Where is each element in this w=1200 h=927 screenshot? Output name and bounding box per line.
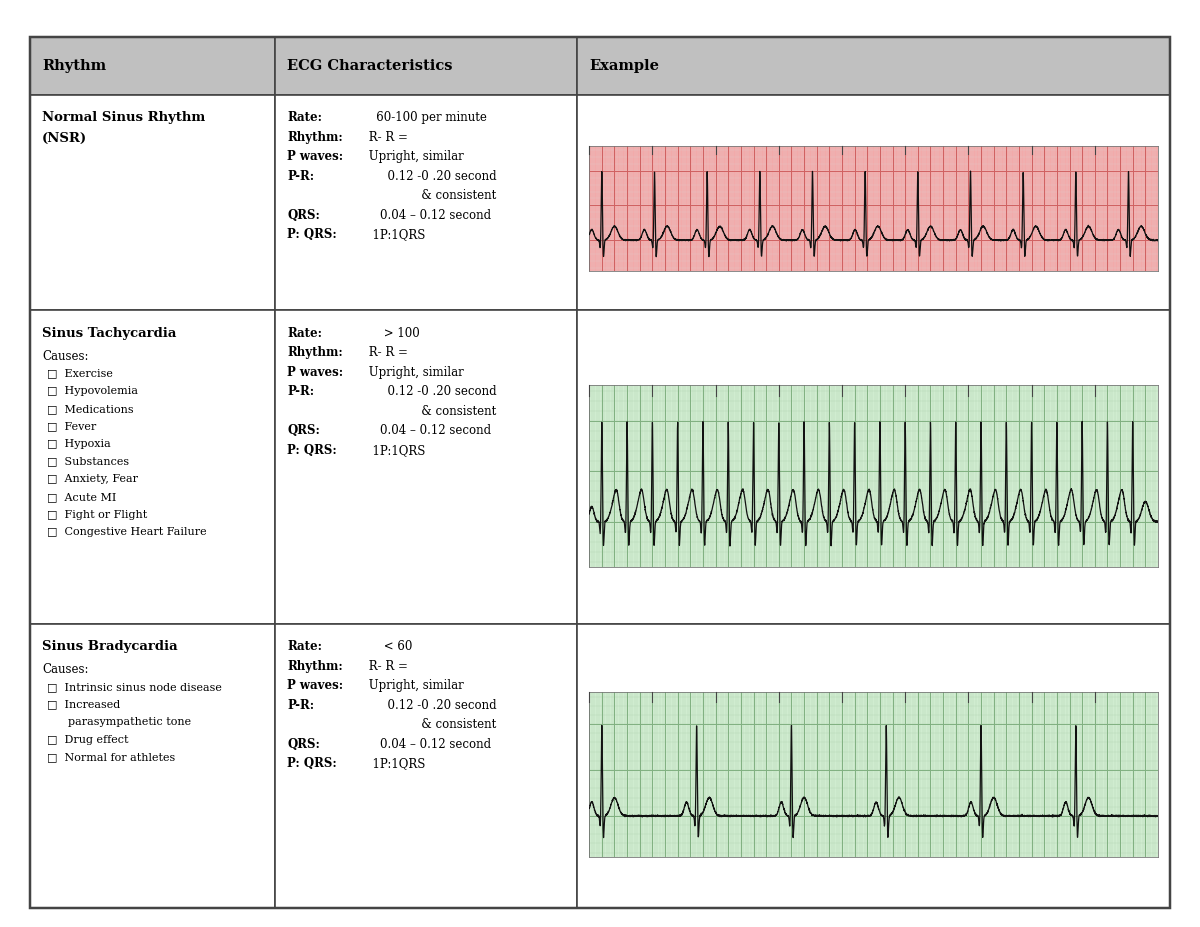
Bar — [577, 624, 1170, 908]
Text: Rhythm:: Rhythm: — [287, 660, 343, 673]
Text: Rate:: Rate: — [287, 327, 322, 340]
Text: 0.04 – 0.12 second: 0.04 – 0.12 second — [365, 209, 491, 222]
Bar — [275, 311, 577, 624]
Text: 60-100 per minute: 60-100 per minute — [365, 111, 487, 124]
Text: Example: Example — [589, 58, 659, 73]
Text: Causes:: Causes: — [42, 664, 89, 677]
Text: P waves:: P waves: — [287, 366, 343, 379]
Text: □  Drug effect: □ Drug effect — [47, 735, 128, 745]
Text: Rhythm: Rhythm — [42, 58, 106, 73]
Bar — [30, 311, 275, 624]
Text: parasympathetic tone: parasympathetic tone — [68, 717, 192, 728]
Text: 0.12 -0 .20 second: 0.12 -0 .20 second — [365, 699, 497, 712]
Text: P waves:: P waves: — [287, 679, 343, 692]
Text: 0.04 – 0.12 second: 0.04 – 0.12 second — [365, 425, 491, 438]
Text: P-R:: P-R: — [287, 699, 314, 712]
Text: □  Congestive Heart Failure: □ Congestive Heart Failure — [47, 527, 206, 537]
Text: & consistent: & consistent — [365, 718, 497, 731]
Bar — [275, 37, 577, 95]
Text: R- R =: R- R = — [365, 660, 408, 673]
Text: 1P:1QRS: 1P:1QRS — [365, 228, 426, 241]
Text: P waves:: P waves: — [287, 150, 343, 163]
Text: □  Hypoxia: □ Hypoxia — [47, 439, 110, 449]
Text: Upright, similar: Upright, similar — [365, 150, 464, 163]
Bar — [275, 624, 577, 908]
Text: Rhythm:: Rhythm: — [287, 347, 343, 360]
Text: 1P:1QRS: 1P:1QRS — [365, 444, 426, 457]
Text: P-R:: P-R: — [287, 386, 314, 399]
Text: < 60: < 60 — [365, 641, 413, 654]
Text: 0.04 – 0.12 second: 0.04 – 0.12 second — [365, 738, 491, 751]
Text: (NSR): (NSR) — [42, 132, 88, 145]
Text: Sinus Tachycardia: Sinus Tachycardia — [42, 327, 176, 340]
Text: & consistent: & consistent — [365, 189, 497, 202]
Text: □  Exercise: □ Exercise — [47, 369, 113, 378]
Text: □  Normal for athletes: □ Normal for athletes — [47, 753, 175, 763]
Text: Rhythm:: Rhythm: — [287, 131, 343, 144]
Text: □  Increased: □ Increased — [47, 700, 120, 710]
Text: & consistent: & consistent — [365, 405, 497, 418]
Text: QRS:: QRS: — [287, 425, 320, 438]
Text: QRS:: QRS: — [287, 209, 320, 222]
Text: Upright, similar: Upright, similar — [365, 366, 464, 379]
Text: ECG Characteristics: ECG Characteristics — [287, 58, 452, 73]
Text: Rate:: Rate: — [287, 641, 322, 654]
Bar — [30, 624, 275, 908]
Text: P: QRS:: P: QRS: — [287, 757, 337, 770]
Bar — [30, 37, 275, 95]
Text: R- R =: R- R = — [365, 131, 408, 144]
Bar — [577, 37, 1170, 95]
Bar — [577, 95, 1170, 311]
Text: 1P:1QRS: 1P:1QRS — [365, 757, 426, 770]
Text: Rate:: Rate: — [287, 111, 322, 124]
Bar — [30, 95, 275, 311]
Text: QRS:: QRS: — [287, 738, 320, 751]
Text: P: QRS:: P: QRS: — [287, 444, 337, 457]
Text: □  Medications: □ Medications — [47, 404, 133, 413]
Text: □  Fever: □ Fever — [47, 422, 96, 431]
Text: R- R =: R- R = — [365, 347, 408, 360]
Text: > 100: > 100 — [365, 327, 420, 340]
Bar — [577, 311, 1170, 624]
Text: 0.12 -0 .20 second: 0.12 -0 .20 second — [365, 170, 497, 183]
Text: P-R:: P-R: — [287, 170, 314, 183]
Text: 0.12 -0 .20 second: 0.12 -0 .20 second — [365, 386, 497, 399]
Text: Normal Sinus Rhythm: Normal Sinus Rhythm — [42, 111, 205, 124]
Text: □  Acute MI: □ Acute MI — [47, 492, 116, 502]
Text: □  Anxiety, Fear: □ Anxiety, Fear — [47, 475, 138, 484]
Text: Upright, similar: Upright, similar — [365, 679, 464, 692]
Text: □  Intrinsic sinus node disease: □ Intrinsic sinus node disease — [47, 682, 222, 692]
Text: □  Hypovolemia: □ Hypovolemia — [47, 387, 138, 396]
Text: □  Fight or Flight: □ Fight or Flight — [47, 510, 148, 519]
Bar — [275, 95, 577, 311]
Text: P: QRS:: P: QRS: — [287, 228, 337, 241]
Text: Causes:: Causes: — [42, 350, 89, 363]
Text: □  Substances: □ Substances — [47, 457, 128, 466]
Text: Sinus Bradycardia: Sinus Bradycardia — [42, 641, 178, 654]
